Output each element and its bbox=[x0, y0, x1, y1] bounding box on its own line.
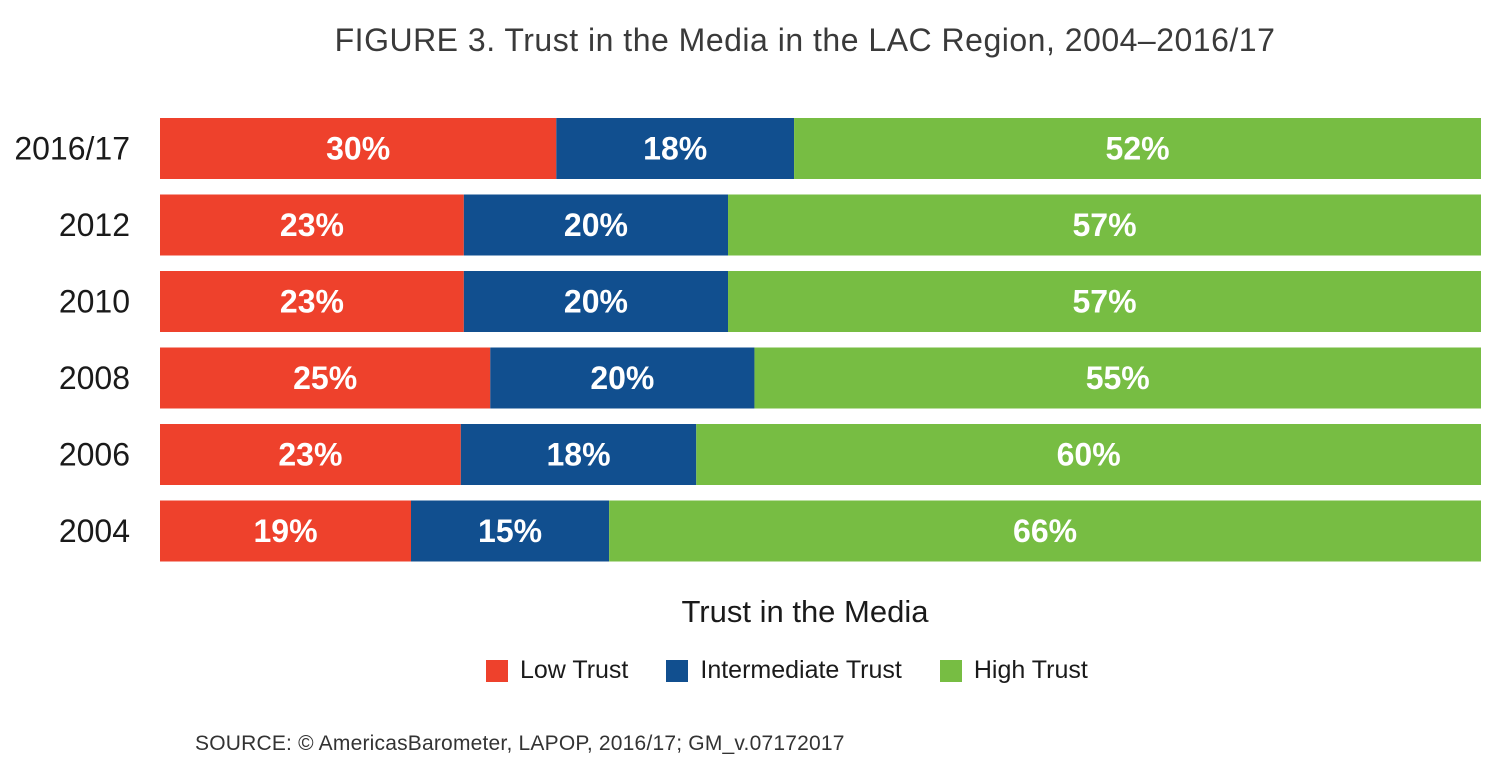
legend-label-intermediate-trust: Intermediate Trust bbox=[700, 656, 902, 684]
bar-high-trust-2006 bbox=[696, 424, 1481, 485]
bar-low-trust-2012 bbox=[160, 194, 464, 256]
legend-label-high-trust: High Trust bbox=[973, 656, 1088, 684]
bar-high-trust-2008 bbox=[754, 347, 1481, 409]
bar-high-trust-2004 bbox=[609, 500, 1481, 562]
legend-swatch-low-trust bbox=[486, 659, 508, 682]
bar-high-trust-2012 bbox=[728, 194, 1481, 256]
data-label-low-trust-2008: 25% bbox=[293, 360, 357, 396]
data-label-high-trust-2012: 57% bbox=[1072, 207, 1136, 243]
data-label-intermediate-trust-2004: 15% bbox=[478, 513, 542, 549]
bar-intermediate-trust-2004 bbox=[410, 500, 610, 562]
category-label-2006: 2006 bbox=[59, 437, 130, 473]
stacked-bar-chart: 2016/17 30% 18% 52% 2012 23% 20% 57% 2010 23% 20% 5… bbox=[14, 118, 1481, 562]
data-label-low-trust-2006: 23% bbox=[278, 437, 342, 473]
category-label-2008: 2008 bbox=[59, 360, 130, 396]
legend-item-low-trust: Low Trust bbox=[486, 656, 628, 685]
bar-low-trust-2006 bbox=[160, 424, 461, 485]
legend-item-high-trust: High Trust bbox=[939, 656, 1088, 685]
data-label-intermediate-trust-2006: 18% bbox=[547, 437, 611, 473]
data-label-high-trust-2010: 57% bbox=[1072, 284, 1136, 320]
data-label-low-trust-2004: 19% bbox=[253, 513, 317, 549]
bar-intermediate-trust-2010 bbox=[463, 271, 729, 332]
category-label-2012: 2012 bbox=[59, 207, 130, 243]
data-label-intermediate-trust-2016-17: 18% bbox=[643, 131, 707, 167]
legend-swatch-intermediate-trust bbox=[666, 659, 689, 682]
source-note: SOURCE: © AmericasBarometer, LAPOP, 2016… bbox=[195, 732, 845, 755]
legend: Low Trust Intermediate Trust High Trust bbox=[486, 656, 1126, 685]
chart-title: FIGURE 3. Trust in the Media in the LAC … bbox=[334, 22, 1276, 58]
data-label-high-trust-2016-17: 52% bbox=[1106, 131, 1170, 167]
bar-intermediate-trust-2016-17 bbox=[556, 118, 795, 179]
category-label-2004: 2004 bbox=[59, 513, 130, 549]
data-label-low-trust-2010: 23% bbox=[280, 284, 344, 320]
data-label-intermediate-trust-2008: 20% bbox=[590, 360, 654, 396]
legend-item-intermediate-trust: Intermediate Trust bbox=[666, 656, 902, 685]
legend-label-low-trust: Low Trust bbox=[520, 656, 629, 684]
category-label-2016-17: 2016/17 bbox=[14, 131, 130, 167]
bar-low-trust-2010 bbox=[160, 271, 464, 332]
bar-low-trust-2004 bbox=[160, 500, 411, 562]
bar-intermediate-trust-2006 bbox=[460, 424, 697, 485]
data-label-low-trust-2012: 23% bbox=[280, 207, 344, 243]
data-label-intermediate-trust-2012: 20% bbox=[564, 207, 628, 243]
legend-title: Trust in the Media bbox=[681, 594, 929, 629]
data-label-low-trust-2016-17: 30% bbox=[326, 131, 390, 167]
legend-swatch-high-trust bbox=[939, 659, 962, 682]
bar-intermediate-trust-2012 bbox=[463, 194, 729, 256]
data-label-high-trust-2004: 66% bbox=[1013, 513, 1077, 549]
bar-intermediate-trust-2008 bbox=[490, 347, 755, 409]
data-label-high-trust-2006: 60% bbox=[1057, 437, 1121, 473]
data-label-high-trust-2008: 55% bbox=[1086, 360, 1150, 396]
data-label-intermediate-trust-2010: 20% bbox=[564, 284, 628, 320]
bar-low-trust-2016-17 bbox=[160, 118, 557, 179]
category-label-2010: 2010 bbox=[59, 284, 130, 320]
bar-high-trust-2010 bbox=[728, 271, 1481, 332]
bar-low-trust-2008 bbox=[160, 347, 491, 409]
bar-high-trust-2016-17 bbox=[794, 118, 1481, 179]
